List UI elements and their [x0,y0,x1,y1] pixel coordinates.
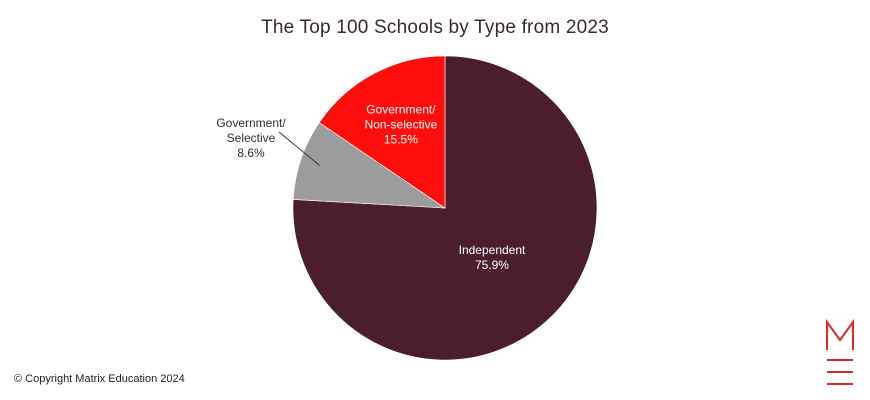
leader-lines [278,131,321,166]
pie-slice-independent [292,55,598,361]
data-label-name-government-selective: Selective [227,131,276,145]
data-label-name-government-non-selective: Government/ [366,103,436,117]
copyright-text: © Copyright Matrix Education 2024 [14,373,185,385]
data-label-name-government-non-selective: Non-selective [365,118,438,132]
data-label-value-independent: 75.9% [475,258,509,272]
data-label-value-government-selective: 8.6% [237,146,265,160]
chart-title: The Top 100 Schools by Type from 2023 [261,17,609,38]
data-label-name-independent: Independent [459,243,526,257]
data-label-value-government-non-selective: 15.5% [384,133,418,147]
pie-slices [292,55,598,361]
leader-line-government-selective [278,131,321,166]
data-label-name-government-selective: Government/ [216,116,286,130]
pie-slice-government-non-selective [318,55,446,209]
